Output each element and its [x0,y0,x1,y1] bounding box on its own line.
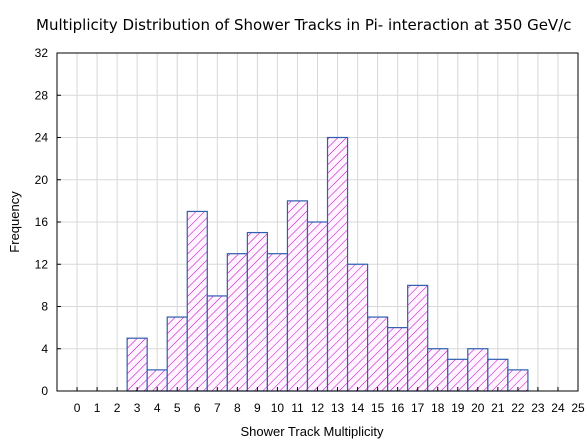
x-tick-label: 9 [254,401,261,415]
y-tick-label: 20 [35,173,49,187]
bar-18 [427,348,449,392]
x-tick-label: 14 [351,401,365,415]
bar-7 [206,295,228,392]
x-tick-label: 24 [551,401,565,415]
x-tick-label: 15 [371,401,385,415]
y-tick-label: 8 [41,300,48,314]
bars [126,136,529,392]
bar-17 [407,284,429,392]
y-axis-label: Frequency [7,191,22,253]
x-tick-label: 17 [411,401,425,415]
bar-20 [467,348,489,392]
bar-13 [326,136,349,392]
bar-9 [246,231,269,392]
bar-5 [166,316,188,392]
x-tick-label: 12 [311,401,325,415]
x-tick-label: 2 [114,401,121,415]
y-tick-label: 4 [41,342,48,356]
x-tick-label: 6 [194,401,201,415]
bar-8 [226,253,248,392]
y-tick-label: 32 [35,46,49,60]
x-tick-label: 3 [134,401,141,415]
y-tick-label: 0 [41,384,48,398]
bar-21 [487,358,509,392]
y-tick-label: 24 [35,131,49,145]
y-ticks: 0 4 8 12 16 20 24 28 32 [35,46,61,398]
bar-19 [447,358,469,392]
x-tick-label: 0 [74,401,81,415]
bar-16 [387,327,409,392]
x-tick-label: 23 [531,401,545,415]
x-axis-label: Shower Track Multiplicity [240,424,384,439]
bar-3 [126,337,148,392]
x-tick-label: 10 [271,401,285,415]
bar-10 [266,253,289,392]
x-tick-label: 5 [174,401,181,415]
chart-title: Multiplicity Distribution of Shower Trac… [36,16,572,34]
y-tick-label: 12 [35,257,49,271]
x-tick-label: 11 [291,401,304,415]
x-tick-label: 19 [451,401,465,415]
y-tick-label: 16 [35,215,49,229]
bar-11 [286,200,309,392]
bar-15 [366,316,389,392]
bar-14 [346,263,369,392]
x-tick-label: 7 [214,401,221,415]
x-ticks: 0 1 2 3 4 5 6 7 8 9 10 11 12 13 14 15 16 17 18 19 20 21 22 23 24… [74,387,585,415]
x-tick-label: 21 [491,401,505,415]
bar-6 [186,210,208,392]
x-tick-label: 18 [431,401,445,415]
bar-12 [306,221,329,392]
y-tick-label: 28 [35,88,49,102]
x-tick-label: 13 [331,401,345,415]
x-tick-label: 25 [571,401,585,415]
x-tick-label: 4 [154,401,161,415]
x-tick-label: 16 [391,401,405,415]
x-tick-label: 8 [234,401,241,415]
x-tick-label: 22 [511,401,525,415]
x-tick-label: 20 [471,401,485,415]
x-tick-label: 1 [94,401,101,415]
